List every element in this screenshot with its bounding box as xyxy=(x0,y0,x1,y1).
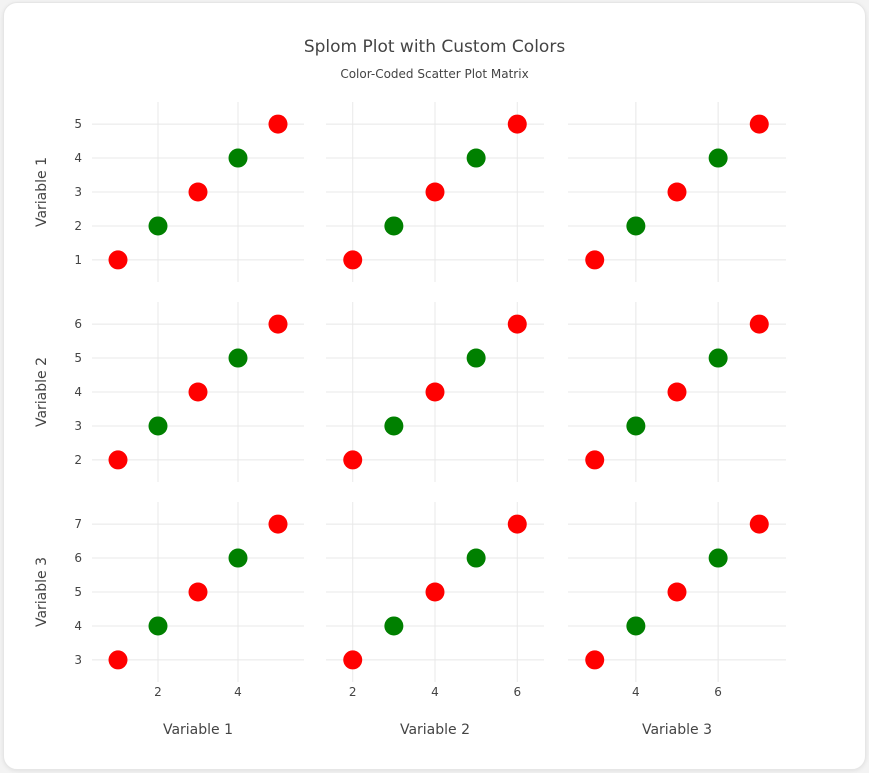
data-point xyxy=(466,548,486,568)
plot-matrix: 1 2 3 4 5 Variable 1 2 3 4 5 6 Variable 2 3 4 5 6 7 Varia… xyxy=(34,102,786,738)
data-point xyxy=(626,216,646,236)
y-tick-label: 6 xyxy=(74,317,82,331)
data-point xyxy=(667,582,687,602)
subplot-3-1 xyxy=(92,502,304,682)
data-point xyxy=(148,616,168,636)
data-point xyxy=(667,182,687,202)
x-axis-title: Variable 2 xyxy=(400,722,470,738)
data-point xyxy=(626,416,646,436)
data-point xyxy=(466,348,486,368)
y-axis-title: Variable 1 xyxy=(34,157,50,227)
data-point xyxy=(585,650,605,670)
data-point xyxy=(148,416,168,436)
subplot-1-3 xyxy=(568,102,786,282)
x-tick-label: 6 xyxy=(714,685,722,699)
data-point xyxy=(268,114,288,134)
data-point xyxy=(466,148,486,168)
y-tick-label: 3 xyxy=(74,653,82,667)
data-point xyxy=(384,616,404,636)
x-tick-label: 2 xyxy=(349,685,357,699)
y-tick-label: 6 xyxy=(74,551,82,565)
data-point xyxy=(626,616,646,636)
data-point xyxy=(108,250,128,270)
data-point xyxy=(507,114,527,134)
subplot-2-2 xyxy=(326,302,544,482)
y-axis-title: Variable 2 xyxy=(34,357,50,427)
data-point xyxy=(343,250,363,270)
subplot-2-3 xyxy=(568,302,786,482)
data-point xyxy=(268,514,288,534)
data-point xyxy=(228,548,248,568)
data-point xyxy=(343,650,363,670)
subplot-1-2 xyxy=(326,102,544,282)
data-point xyxy=(425,382,445,402)
data-point xyxy=(343,450,363,470)
data-point xyxy=(749,514,769,534)
y-tick-label: 2 xyxy=(74,219,82,233)
data-point xyxy=(708,348,728,368)
x-axis-title: Variable 3 xyxy=(642,722,712,738)
y-tick-label: 1 xyxy=(74,253,82,267)
data-point xyxy=(384,216,404,236)
y-tick-label: 4 xyxy=(74,619,82,633)
data-point xyxy=(148,216,168,236)
y-tick-label: 5 xyxy=(74,585,82,599)
subplot-3-3 xyxy=(568,502,786,682)
data-point xyxy=(708,548,728,568)
y-axis-title: Variable 3 xyxy=(34,557,50,627)
data-point xyxy=(384,416,404,436)
y-tick-label: 4 xyxy=(74,385,82,399)
x-tick-label: 4 xyxy=(632,685,640,699)
data-point xyxy=(585,250,605,270)
subplot-1-1 xyxy=(92,102,304,282)
data-point xyxy=(507,314,527,334)
data-point xyxy=(749,114,769,134)
data-point xyxy=(108,650,128,670)
y-tick-label: 3 xyxy=(74,419,82,433)
subplot-3-2 xyxy=(326,502,544,682)
data-point xyxy=(188,382,208,402)
data-point xyxy=(228,148,248,168)
x-tick-label: 4 xyxy=(431,685,439,699)
data-point xyxy=(425,182,445,202)
chart-subtitle: Color-Coded Scatter Plot Matrix xyxy=(340,67,528,81)
y-tick-label: 5 xyxy=(74,117,82,131)
y-tick-label: 7 xyxy=(74,517,82,531)
data-point xyxy=(425,582,445,602)
data-point xyxy=(667,382,687,402)
data-point xyxy=(108,450,128,470)
data-point xyxy=(268,314,288,334)
data-point xyxy=(188,182,208,202)
data-point xyxy=(749,314,769,334)
y-tick-label: 5 xyxy=(74,351,82,365)
data-point xyxy=(188,582,208,602)
y-tick-label: 3 xyxy=(74,185,82,199)
y-tick-label: 2 xyxy=(74,453,82,467)
x-tick-label: 4 xyxy=(234,685,242,699)
data-point xyxy=(228,348,248,368)
x-tick-label: 2 xyxy=(154,685,162,699)
data-point xyxy=(585,450,605,470)
subplot-2-1 xyxy=(92,302,304,482)
data-point xyxy=(507,514,527,534)
chart-title: Splom Plot with Custom Colors xyxy=(304,37,566,57)
x-tick-label: 6 xyxy=(513,685,521,699)
y-tick-label: 4 xyxy=(74,151,82,165)
x-axis-title: Variable 1 xyxy=(163,722,233,738)
data-point xyxy=(708,148,728,168)
